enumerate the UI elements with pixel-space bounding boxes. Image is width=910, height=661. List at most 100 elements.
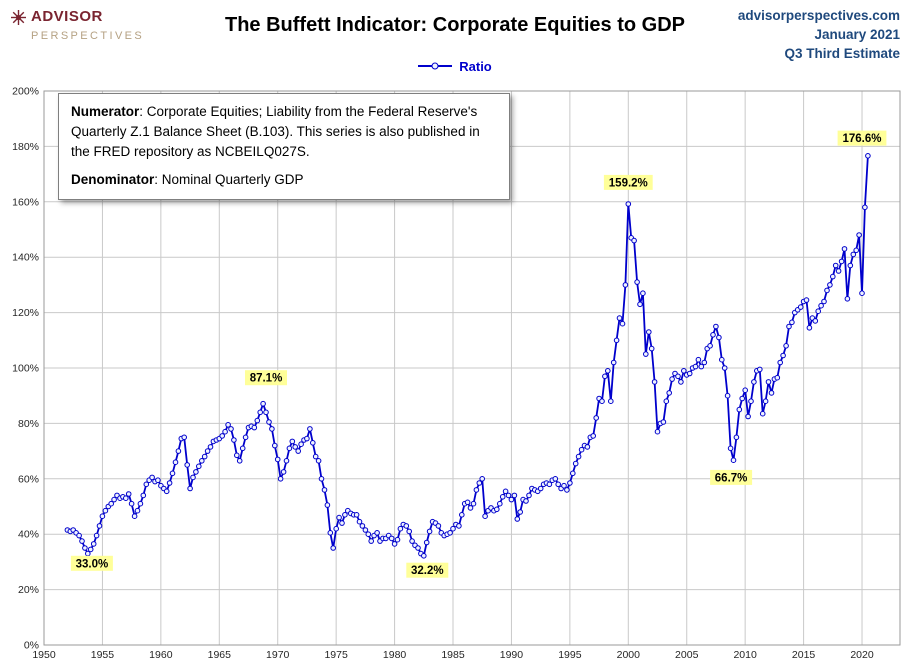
data-point-marker xyxy=(865,153,871,159)
annotation-label: 87.1% xyxy=(250,373,283,385)
data-point-marker xyxy=(125,491,132,497)
data-point-marker xyxy=(654,428,661,435)
data-point-marker xyxy=(593,415,600,421)
data-point-marker xyxy=(292,444,299,450)
data-point-marker xyxy=(859,290,865,297)
data-point-marker xyxy=(283,458,290,464)
data-point-marker xyxy=(450,525,456,532)
series-layer xyxy=(64,153,871,559)
data-point-marker xyxy=(111,496,117,503)
data-point-marker xyxy=(514,516,521,522)
data-point-marker xyxy=(584,444,591,450)
data-point-marker xyxy=(830,273,836,280)
data-point-marker xyxy=(201,453,208,460)
data-point-marker xyxy=(844,296,851,302)
data-point-marker xyxy=(821,298,827,305)
y-tick-label: 100% xyxy=(12,363,39,375)
x-tick-label: 1955 xyxy=(91,649,115,661)
annotation-label: 66.7% xyxy=(715,472,748,484)
compass-icon xyxy=(10,9,27,31)
data-point-marker xyxy=(190,474,196,481)
y-tick-label: 20% xyxy=(18,584,39,596)
data-point-marker xyxy=(85,550,91,557)
data-point-marker xyxy=(342,512,348,518)
data-point-marker xyxy=(675,373,681,380)
data-point-marker xyxy=(330,545,337,551)
data-point-marker xyxy=(841,246,848,252)
annotation-highlight xyxy=(710,469,753,485)
numerator-label: Numerator xyxy=(71,104,140,119)
data-point-marker xyxy=(137,500,144,507)
data-point-marker xyxy=(646,329,652,335)
numerator-note: Numerator: Corporate Equities; Liability… xyxy=(71,102,497,162)
data-point-marker xyxy=(602,373,608,380)
data-point-marker xyxy=(204,448,211,454)
data-point-marker xyxy=(473,487,480,493)
data-point-marker xyxy=(277,476,284,482)
ratio-series-line xyxy=(66,154,869,557)
data-point-marker xyxy=(590,433,597,439)
data-point-marker xyxy=(777,359,784,366)
data-point-marker xyxy=(184,462,190,468)
source-site: advisorperspectives.com xyxy=(737,8,900,23)
data-point-marker xyxy=(193,469,199,475)
data-point-marker xyxy=(272,442,278,449)
data-point-marker xyxy=(324,502,331,508)
annotation-highlight xyxy=(837,130,887,146)
data-point-marker xyxy=(459,512,465,518)
data-point-marker xyxy=(818,302,824,309)
data-point-marker xyxy=(853,247,860,254)
data-point-marker xyxy=(815,308,822,315)
data-point-marker xyxy=(181,434,187,441)
data-point-marker xyxy=(780,352,786,359)
data-point-marker xyxy=(570,470,576,477)
data-point-marker xyxy=(751,379,757,385)
data-point-marker xyxy=(274,456,281,463)
data-point-marker xyxy=(634,279,640,285)
data-point-marker xyxy=(479,476,486,482)
data-point-marker xyxy=(681,368,687,374)
data-point-marker xyxy=(99,513,106,520)
data-point-marker xyxy=(719,356,725,363)
data-point-marker xyxy=(663,398,670,405)
data-point-marker xyxy=(155,477,161,484)
annotation-label: 176.6% xyxy=(842,133,881,145)
data-point-marker xyxy=(269,426,275,432)
data-point-marker xyxy=(716,334,722,341)
data-point-marker xyxy=(239,445,246,452)
data-point-marker xyxy=(567,480,573,486)
annotation-label: 159.2% xyxy=(609,177,648,189)
legend-line-marker-icon xyxy=(418,62,453,70)
data-point-marker xyxy=(163,488,170,495)
annotation-label: 32.2% xyxy=(411,565,444,577)
data-point-marker xyxy=(394,536,401,543)
x-tick-label: 1965 xyxy=(208,649,232,661)
data-point-marker xyxy=(225,422,231,428)
data-point-marker xyxy=(523,498,529,504)
data-point-marker xyxy=(762,398,769,405)
data-point-marker xyxy=(648,345,655,352)
data-point-marker xyxy=(508,496,515,503)
data-point-marker xyxy=(768,390,775,396)
data-point-marker xyxy=(318,476,325,482)
data-point-marker xyxy=(613,337,620,344)
data-point-marker xyxy=(298,441,304,448)
data-point-marker xyxy=(415,545,421,551)
data-point-marker xyxy=(327,530,334,536)
x-tick-label: 1975 xyxy=(324,649,348,661)
data-point-marker xyxy=(207,444,214,450)
legend-label: Ratio xyxy=(459,58,492,74)
data-point-marker xyxy=(365,531,372,538)
data-point-marker xyxy=(505,492,512,499)
data-point-marker xyxy=(166,480,173,486)
data-point-marker xyxy=(336,514,342,521)
data-point-marker xyxy=(234,452,240,459)
data-point-marker xyxy=(421,553,427,559)
data-point-marker xyxy=(499,494,506,500)
report-date: January 2021 xyxy=(814,27,900,42)
data-point-marker xyxy=(93,532,100,539)
annotation-highlight xyxy=(406,562,449,578)
data-point-marker xyxy=(765,379,772,385)
data-point-marker xyxy=(128,500,135,507)
data-point-marker xyxy=(96,523,103,529)
